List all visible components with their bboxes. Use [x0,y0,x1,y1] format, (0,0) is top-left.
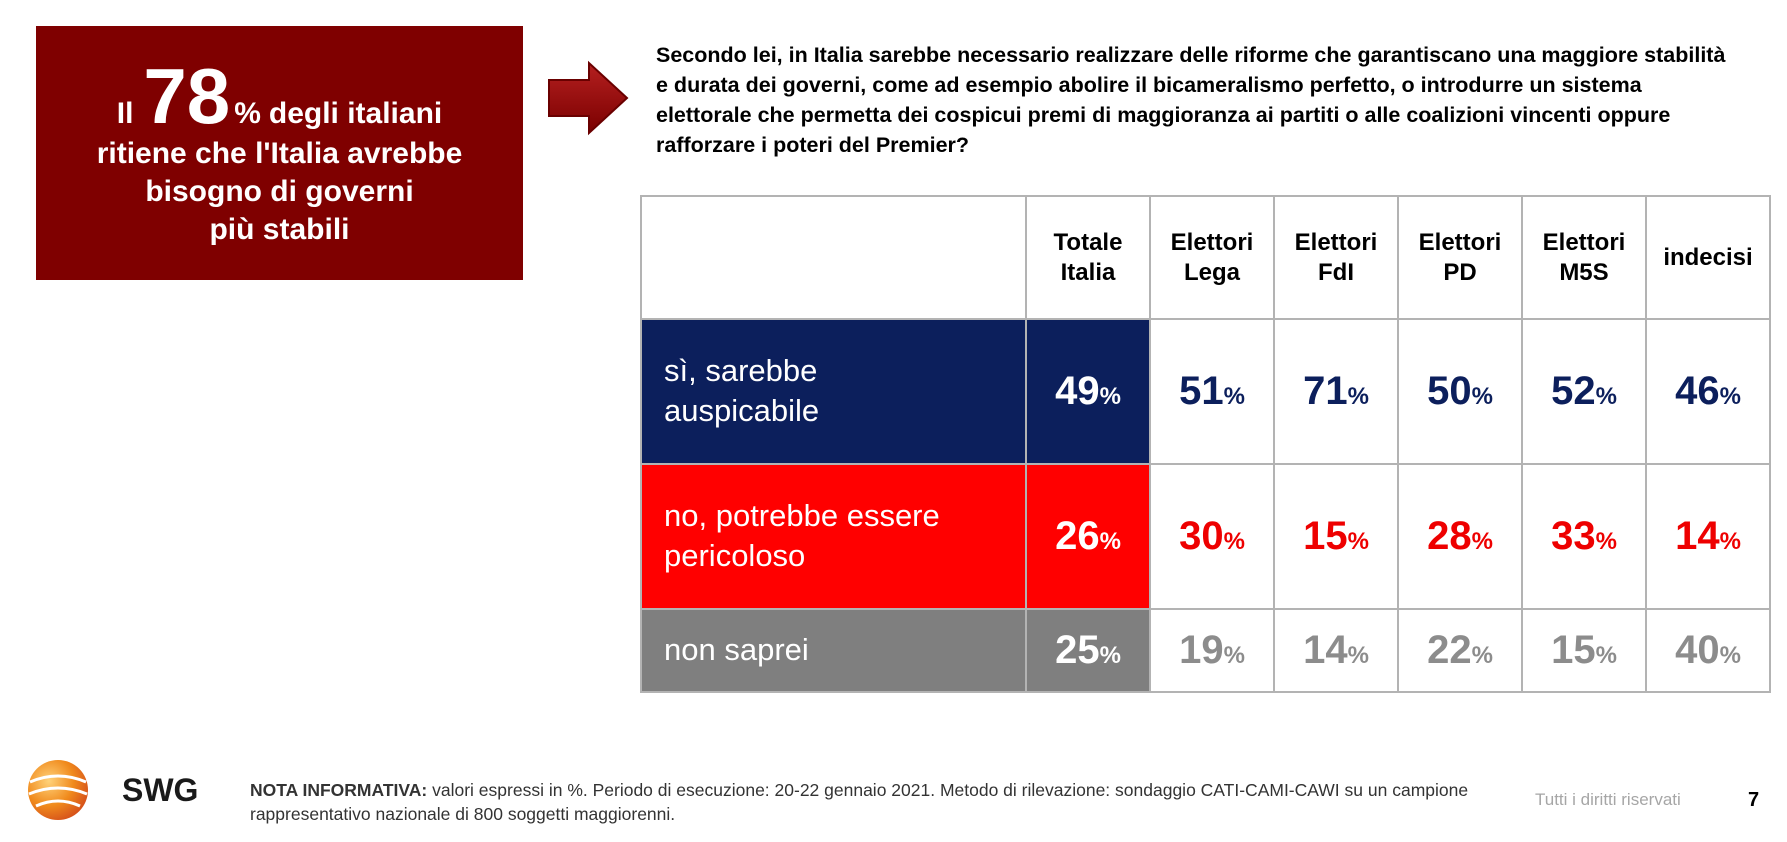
cell-dk-lega: 19% [1149,607,1275,694]
cell-dk-totale: 25% [1025,607,1151,694]
cell-yes-pd: 50% [1397,318,1523,465]
logo-text: SWG [122,772,199,808]
callout-line-2: ritiene che l'Italia avrebbe [96,137,463,170]
cell-no-indecisi: 14% [1645,462,1771,610]
callout-percent-sign: % [234,97,261,130]
header-empty-cell [640,195,1027,320]
cell-dk-fdi: 14% [1273,607,1399,694]
cell-dk-pd: 22% [1397,607,1523,694]
cell-dk-m5s: 15% [1521,607,1647,694]
cell-no-totale: 26% [1025,462,1151,610]
header-totale-italia: Totale Italia [1025,195,1151,320]
results-table: Totale Italia Elettori Lega Elettori FdI El… [640,195,1771,694]
cell-no-lega: 30% [1149,462,1275,610]
callout-line-1: Il 78 % degli italiani [117,57,443,135]
footnote-text: valori espressi in %. Periodo di esecuzi… [250,780,1469,824]
cell-no-m5s: 33% [1521,462,1647,610]
headline-callout: Il 78 % degli italiani ritiene che l'Ita… [36,26,523,280]
callout-line1-rest: degli italiani [268,97,443,130]
cell-yes-totale: 49% [1025,318,1151,465]
survey-question: Secondo lei, in Italia sarebbe necessari… [656,43,1726,157]
cell-no-pd: 28% [1397,462,1523,610]
cell-no-fdi: 15% [1273,462,1399,610]
cell-yes-fdi: 71% [1273,318,1399,465]
page-number: 7 [1748,789,1760,811]
header-m5s: Elettori M5S [1521,195,1647,320]
cell-yes-m5s: 52% [1521,318,1647,465]
row-label-yes: sì, sarebbe auspicabile [640,318,1027,465]
header-lega: Elettori Lega [1149,195,1275,320]
header-fdi: Elettori FdI [1273,195,1399,320]
header-indecisi: indecisi [1645,195,1771,320]
footnote: NOTA INFORMATIVA: valori espressi in %. … [250,778,1470,826]
arrow-right-icon [548,60,629,136]
callout-percent: 78 [143,52,231,140]
row-label-dont-know: non saprei [640,607,1027,694]
table-header-row: Totale Italia Elettori Lega Elettori FdI El… [640,195,1771,320]
cell-yes-indecisi: 46% [1645,318,1771,465]
table-row-yes: sì, sarebbe auspicabile 49% 51% 71% 50% 5… [640,318,1771,465]
callout-line-4: più stabili [209,213,350,246]
table-row-no: no, potrebbe essere pericoloso 26% 30% 15… [640,462,1771,610]
cell-yes-lega: 51% [1149,318,1275,465]
row-label-no: no, potrebbe essere pericoloso [640,462,1027,610]
header-pd: Elettori PD [1397,195,1523,320]
callout-prefix: Il [116,97,134,130]
rights-text: Tutti i diritti riservati [1535,790,1681,809]
cell-dk-indecisi: 40% [1645,607,1771,694]
callout-line-3: bisogno di governi [145,175,414,208]
table-row-dont-know: non saprei 25% 19% 14% 22% 15% 40% [640,607,1771,694]
footnote-label: NOTA INFORMATIVA: [250,780,428,800]
swg-logo-icon [28,760,88,820]
